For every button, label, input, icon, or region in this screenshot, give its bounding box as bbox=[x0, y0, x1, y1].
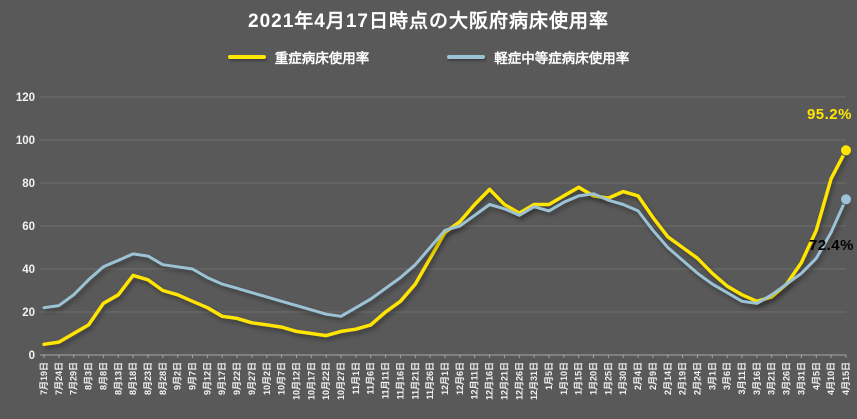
x-tick-label: 11月16日 bbox=[395, 362, 405, 400]
x-tick-label: 8月8日 bbox=[98, 362, 108, 390]
x-tick-label: 1月30日 bbox=[618, 362, 628, 395]
x-tick-label: 1月15日 bbox=[574, 362, 584, 395]
y-tick-label: 120 bbox=[16, 92, 35, 104]
x-tick-label: 7月19日 bbox=[39, 362, 49, 395]
chart-title: 2021年4月17日時点の大阪府病床使用率 bbox=[248, 11, 609, 32]
x-tick-label: 9月27日 bbox=[247, 362, 257, 395]
x-tick-label: 9月2日 bbox=[173, 362, 183, 390]
x-tick-label: 10月22日 bbox=[321, 362, 331, 400]
x-tick-label: 11月11日 bbox=[381, 362, 391, 399]
x-tick-label: 10月12日 bbox=[292, 362, 302, 400]
x-tick-label: 1月10日 bbox=[559, 362, 569, 395]
legend: 重症病床使用率 軽症中等症病床使用率 bbox=[0, 47, 857, 67]
x-tick-label: 1月20日 bbox=[589, 362, 599, 395]
y-tick-label: 20 bbox=[22, 307, 35, 319]
x-tick-label: 2月19日 bbox=[678, 362, 688, 395]
x-tick-label: 12月31日 bbox=[529, 362, 539, 400]
x-tick-label: 9月22日 bbox=[232, 362, 242, 395]
x-tick-label: 3月26日 bbox=[782, 362, 792, 395]
series-line-severe bbox=[42, 148, 848, 347]
x-tick-label: 8月18日 bbox=[128, 362, 138, 395]
x-tick-label: 3月6日 bbox=[722, 362, 732, 390]
y-tick-label: 40 bbox=[22, 264, 35, 276]
annotation-mild-value: 72.4% bbox=[808, 237, 854, 254]
x-tick-label: 10月7日 bbox=[277, 362, 287, 395]
x-tick-label: 7月24日 bbox=[54, 362, 64, 395]
x-tick-label: 2月9日 bbox=[648, 362, 658, 390]
y-tick-label: 0 bbox=[29, 350, 35, 362]
x-tick-label: 8月3日 bbox=[84, 362, 94, 390]
legend-label-mild: 軽症中等症病床使用率 bbox=[494, 51, 630, 66]
x-tick-label: 9月7日 bbox=[188, 362, 198, 390]
legend-item-severe: 重症病床使用率 bbox=[227, 47, 370, 67]
y-tick-label: 80 bbox=[22, 178, 35, 190]
series-line-mild bbox=[42, 192, 848, 318]
x-tick-label: 10月27日 bbox=[336, 362, 346, 400]
legend-item-mild: 軽症中等症病床使用率 bbox=[447, 47, 629, 67]
end-marker-severe bbox=[840, 144, 852, 157]
x-tick-label: 8月23日 bbox=[143, 362, 153, 395]
x-tick-label: 12月26日 bbox=[514, 362, 524, 400]
x-tick-label: 7月29日 bbox=[69, 362, 79, 395]
x-tick-label: 12月11日 bbox=[470, 362, 480, 400]
x-tick-label: 4月5日 bbox=[811, 362, 821, 390]
y-tick-label: 60 bbox=[22, 221, 35, 233]
x-tick-label: 2月4日 bbox=[633, 362, 643, 390]
x-tick-label: 8月13日 bbox=[113, 362, 123, 395]
x-tick-label: 4月15日 bbox=[841, 362, 851, 395]
x-tick-label: 11月1日 bbox=[351, 362, 361, 395]
x-tick-label: 3月21日 bbox=[767, 362, 777, 395]
x-tick-label: 8月28日 bbox=[158, 362, 168, 395]
x-tick-label: 4月10日 bbox=[826, 362, 836, 395]
x-tick-label: 12月6日 bbox=[455, 362, 465, 395]
x-tick-label: 10月2日 bbox=[262, 362, 272, 395]
x-tick-label: 3月31日 bbox=[796, 362, 806, 395]
legend-swatch-mild-icon bbox=[447, 55, 486, 59]
chart-canvas: 0 20 40 60 80 100 120 7月19日 7月24日 7月29日 8月3日 8月8日 8月… bbox=[16, 92, 852, 400]
x-tick-label: 11月21日 bbox=[410, 362, 420, 400]
x-tick-label: 3月11日 bbox=[737, 362, 747, 395]
y-tick-label: 100 bbox=[16, 135, 35, 147]
legend-swatch-severe-icon bbox=[227, 55, 266, 59]
x-tick-label: 2月24日 bbox=[693, 362, 703, 395]
x-tick-label: 10月17日 bbox=[306, 362, 316, 400]
x-tick-label: 12月16日 bbox=[485, 362, 495, 400]
x-tick-label: 3月16日 bbox=[752, 362, 762, 395]
legend-label-severe: 重症病床使用率 bbox=[274, 51, 370, 66]
x-tick-label: 11月26日 bbox=[425, 362, 435, 400]
x-tick-label: 9月17日 bbox=[217, 362, 227, 395]
x-tick-label: 2月14日 bbox=[663, 362, 673, 395]
x-tick-label: 9月12日 bbox=[202, 362, 212, 395]
end-marker-mild bbox=[840, 193, 852, 206]
x-tick-label: 11月6日 bbox=[366, 362, 376, 395]
x-tick-label: 1月5日 bbox=[544, 362, 554, 390]
x-tick-label: 12月21日 bbox=[499, 362, 509, 400]
x-tick-label: 1月25日 bbox=[603, 362, 613, 395]
x-tick-label: 3月1日 bbox=[707, 362, 717, 390]
annotation-severe-value: 95.2% bbox=[806, 106, 852, 123]
x-tick-label: 12月1日 bbox=[440, 362, 450, 395]
